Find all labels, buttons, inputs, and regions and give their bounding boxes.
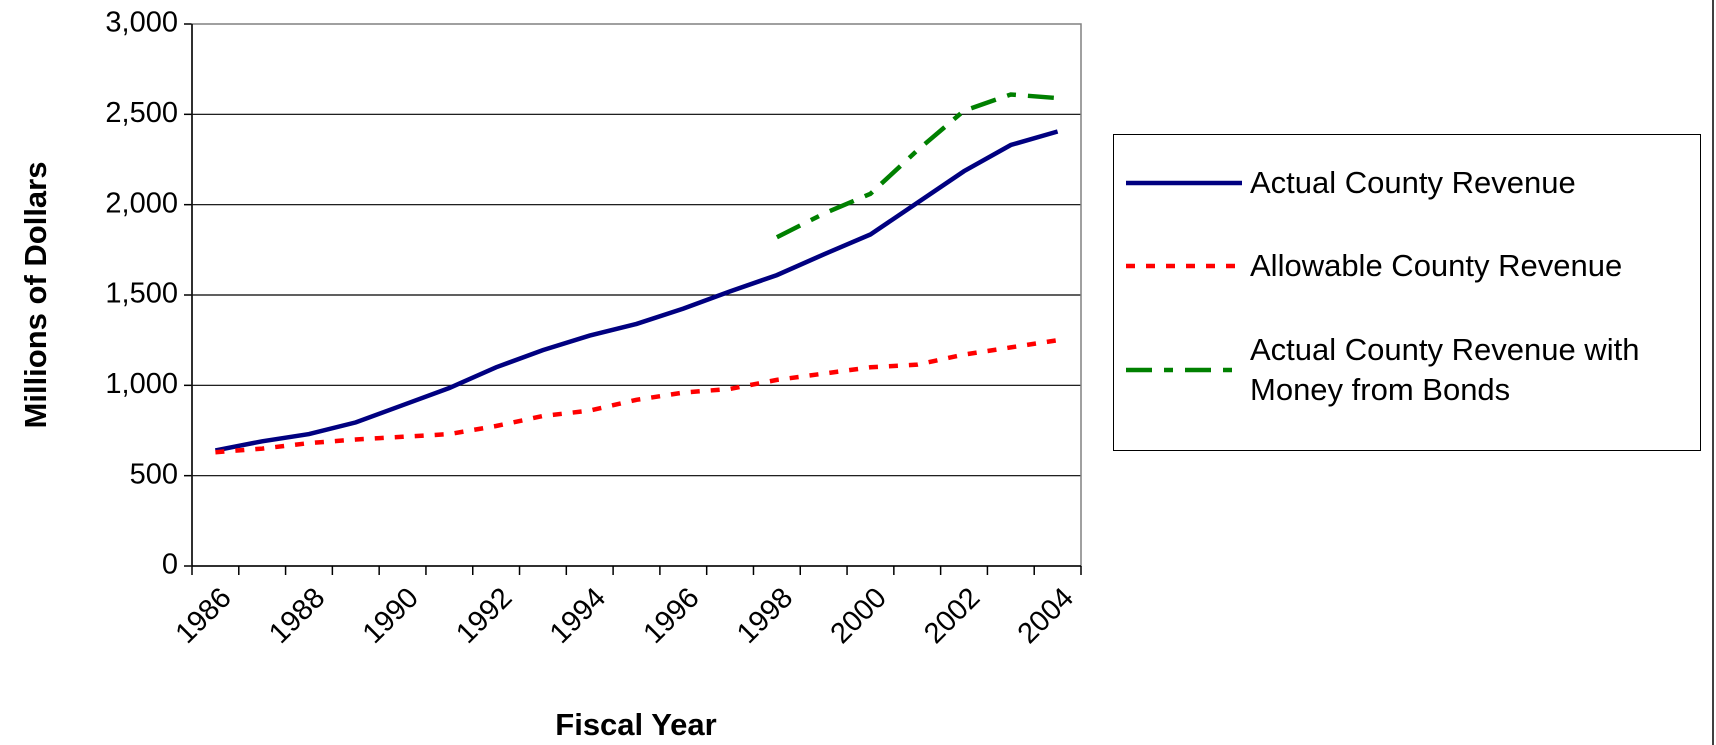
x-tick-label: 1998 [731,582,799,650]
x-tick-label: 1994 [544,582,612,650]
y-tick-label: 1,500 [105,278,178,310]
legend-label: Allowable County Revenue [1250,248,1623,283]
x-tick-label: 2004 [1012,582,1080,650]
legend-label: Actual County Revenue with Money from Bo… [1250,332,1640,408]
x-axis-title: Fiscal Year [555,707,716,742]
series-line [214,129,1059,453]
y-tick-label: 2,500 [105,97,178,129]
y-tick-label: 1,000 [105,368,178,400]
y-tick-label: 3,000 [105,7,178,39]
x-tick-label: 2000 [825,582,893,650]
x-tick-label: 1986 [170,582,238,650]
x-tick-label: 2002 [918,582,986,650]
y-tick-label: 2,000 [105,187,178,219]
x-tick-label: 1996 [637,582,705,650]
legend: Actual County Revenue Allowable County Re… [1113,134,1701,451]
x-tick-label: 1990 [357,582,425,650]
y-tick-label: 0 [162,549,178,581]
y-tick-label: 500 [130,458,178,490]
legend-swatch [1126,180,1242,186]
legend-entry: Actual County Revenue [1124,163,1670,203]
legend-entry: Actual County Revenue with Money from Bo… [1124,330,1670,411]
legend-entry: Allowable County Revenue [1124,246,1670,286]
legend-swatch [1126,368,1242,373]
y-axis-title: Millions of Dollars [18,162,53,429]
series-line [215,337,1058,455]
series-line [775,92,1058,240]
legend-swatch [1126,263,1242,269]
x-tick-label: 1992 [450,582,518,650]
x-tick-label: 1988 [263,582,331,650]
legend-label: Actual County Revenue [1250,165,1576,200]
